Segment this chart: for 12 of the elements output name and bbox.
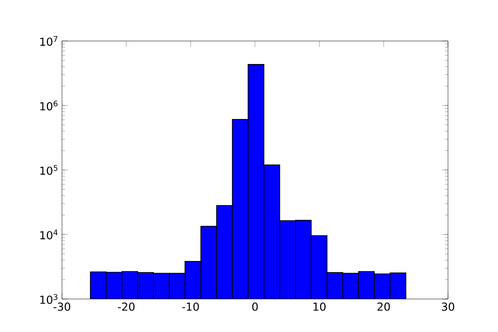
y-tick-label: 10$^{3}$	[40, 294, 58, 304]
x-tick-label: 10	[314, 302, 326, 311]
x-tick-label: -20	[118, 302, 135, 311]
y-tick-label: 10$^{4}$	[40, 230, 58, 240]
x-tick-label: 30	[442, 302, 454, 311]
y-tick-label: 10$^{7}$	[40, 36, 58, 46]
x-tick-label: -10	[182, 302, 199, 311]
x-tick-label: 20	[377, 302, 390, 311]
x-tick-label: 0	[252, 302, 258, 311]
y-tick-label: 10$^{5}$	[40, 165, 58, 175]
x-tick-label: -30	[54, 302, 70, 311]
y-tick-label: 10$^{6}$	[40, 100, 58, 110]
